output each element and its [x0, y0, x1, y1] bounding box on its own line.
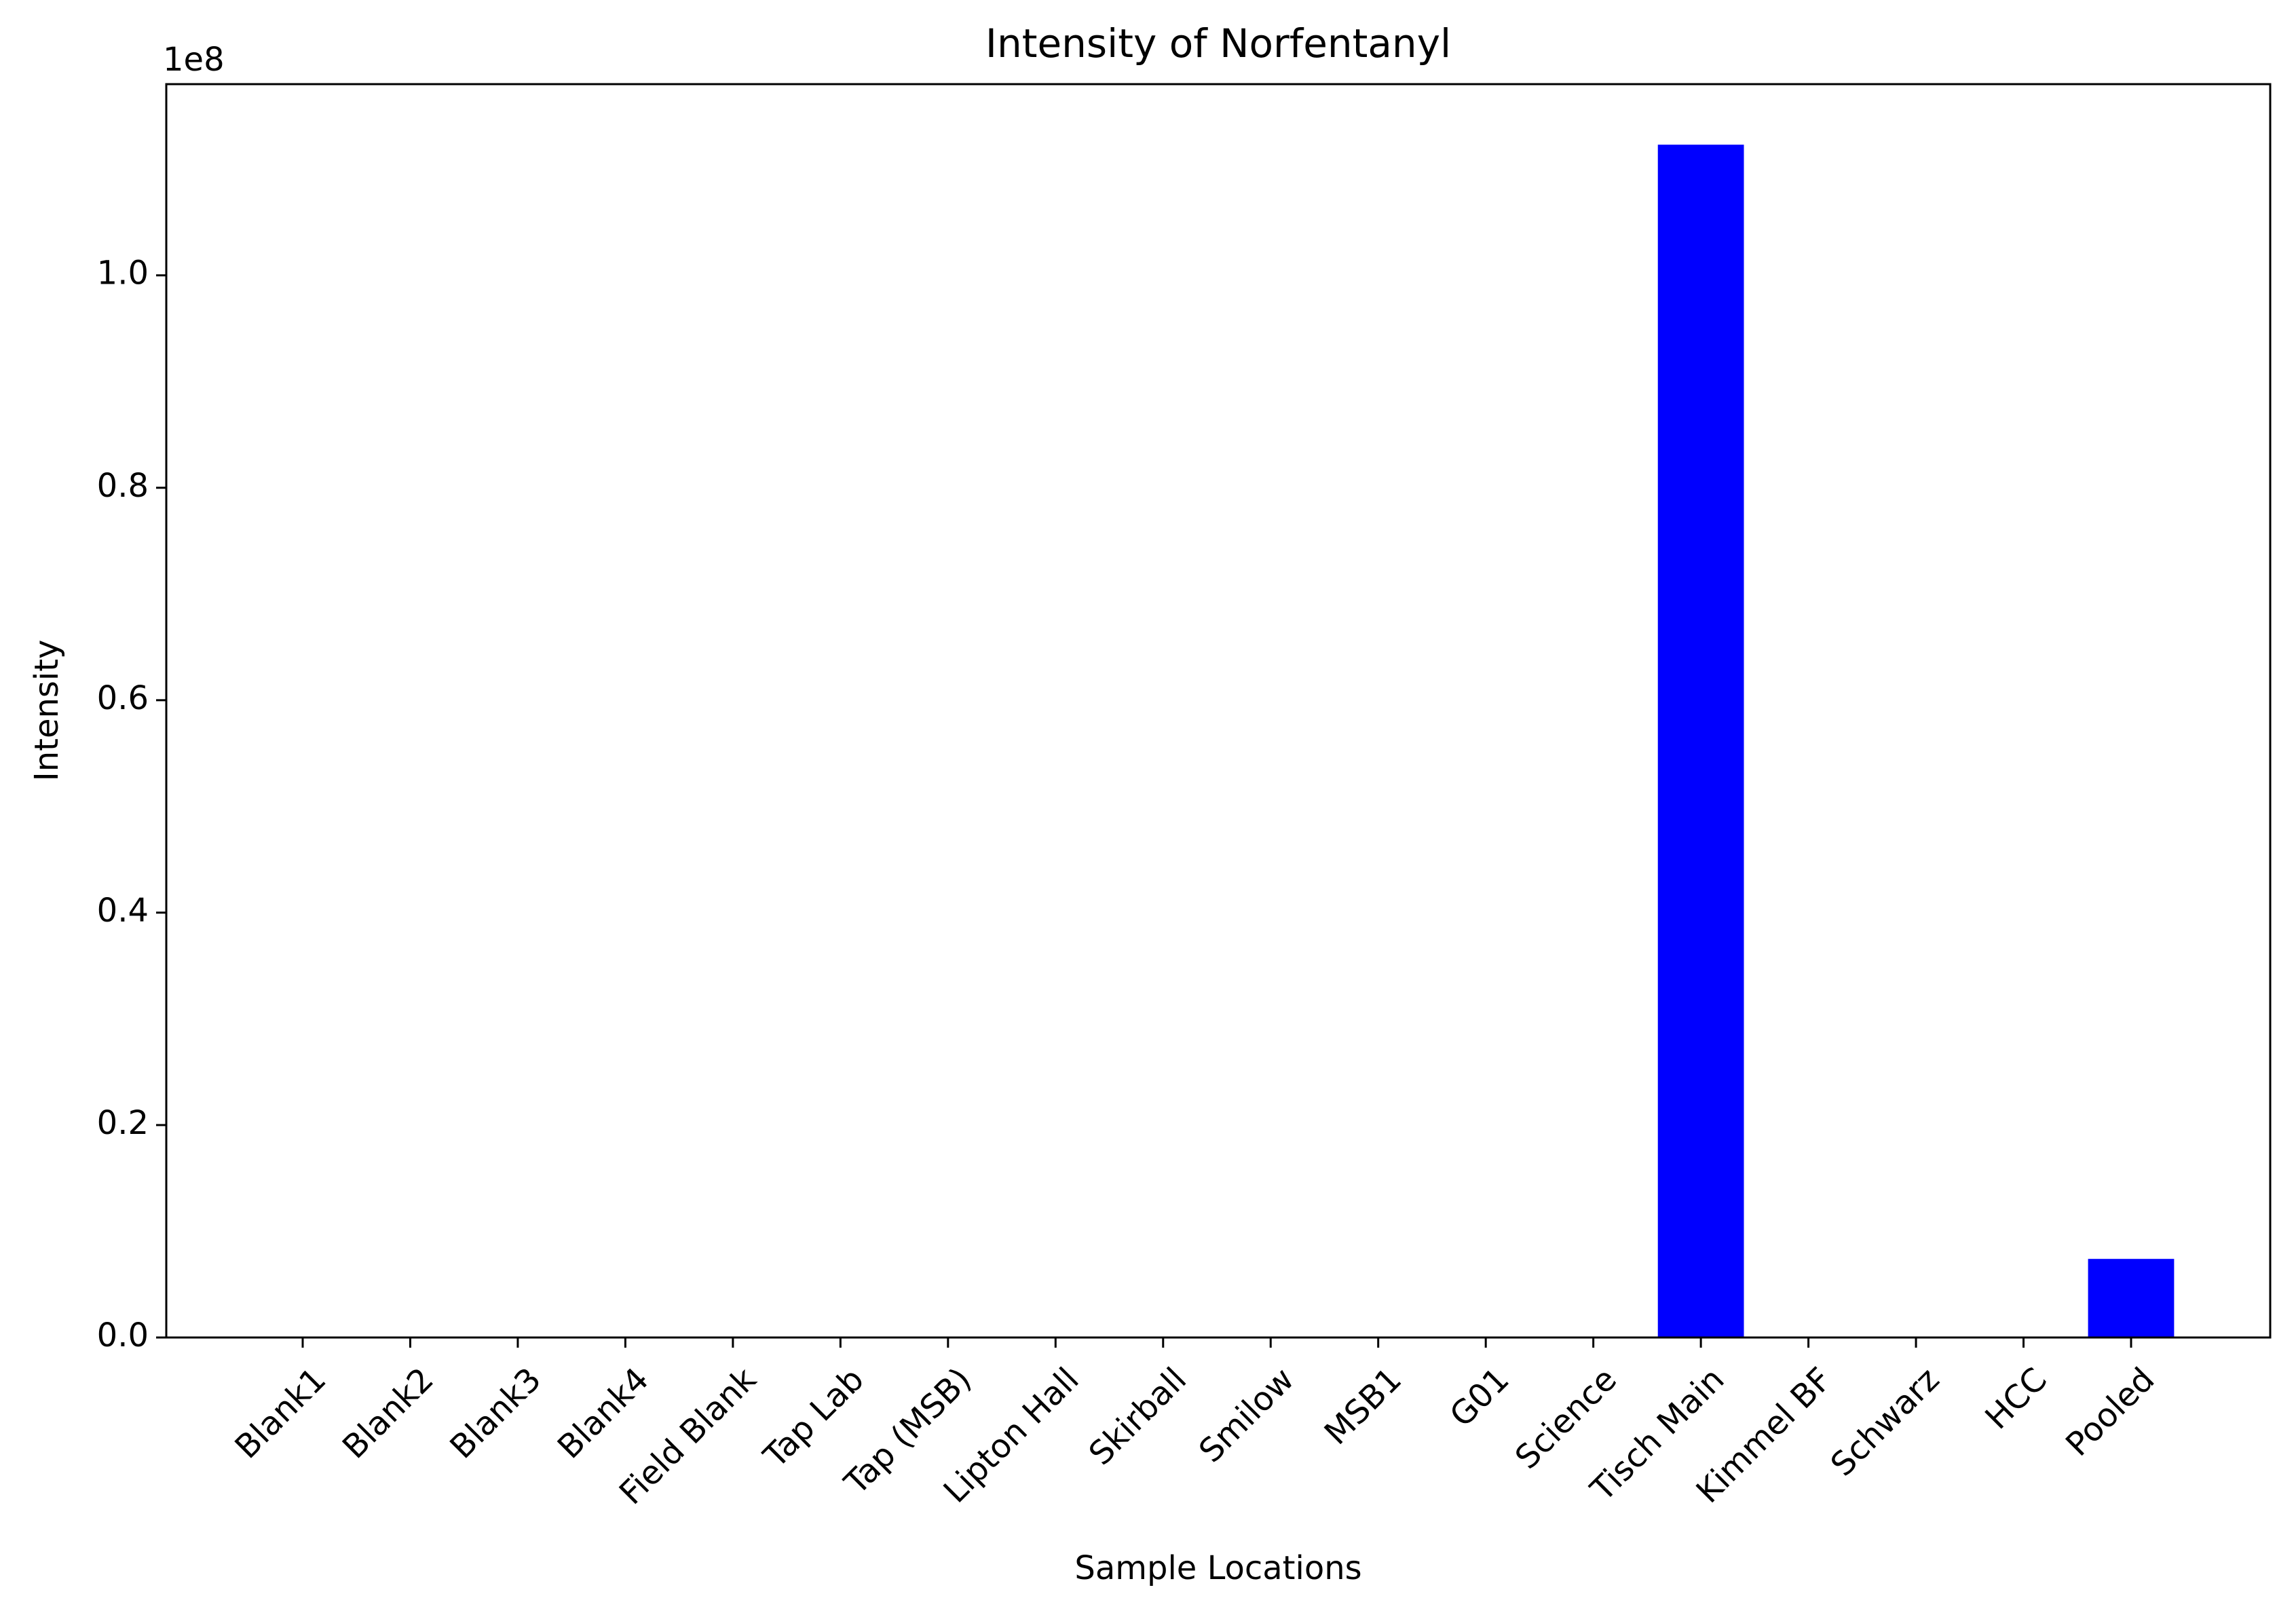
bar-13 — [1657, 145, 1744, 1338]
x-axis-label: Sample Locations — [1074, 1549, 1361, 1587]
plot-frame — [165, 83, 2272, 1339]
y-tick-label-2: 0.4 — [97, 892, 149, 930]
y-tick-label-5: 1.0 — [97, 254, 149, 292]
y-tick-label-3: 0.6 — [97, 679, 149, 717]
bars-group — [1657, 145, 2175, 1338]
y-offset-label: 1e8 — [163, 41, 225, 79]
chart-title: Intensity of Norfentanyl — [985, 20, 1451, 67]
y-tick-label-0: 0.0 — [97, 1316, 149, 1354]
bar-17 — [2088, 1259, 2175, 1337]
y-axis-label: Intensity — [28, 640, 66, 782]
y-tick-label-4: 0.8 — [97, 467, 149, 505]
y-tick-label-1: 0.2 — [97, 1104, 149, 1142]
y-axis: 0.0 0.2 0.4 0.6 0.8 1.0 — [97, 254, 166, 1354]
